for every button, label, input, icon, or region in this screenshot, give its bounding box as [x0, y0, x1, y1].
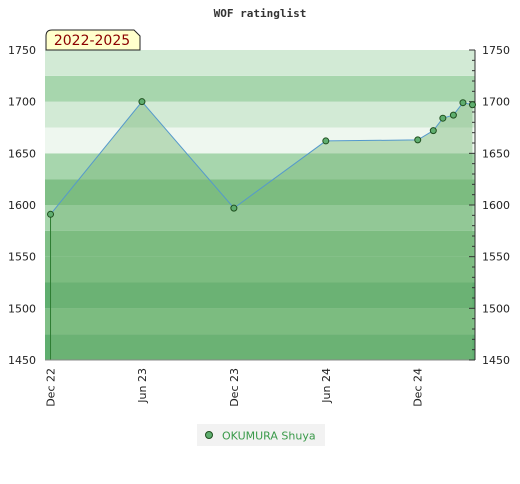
y-tick-label-left: 1450	[8, 354, 36, 367]
y-tick-label-left: 1500	[8, 302, 36, 315]
series-area	[50, 100, 473, 361]
legend: OKUMURA Shuya	[197, 424, 325, 446]
y-tick-label-right: 1600	[482, 199, 510, 212]
period-badge: 2022-2025	[45, 29, 141, 51]
y-tick-label-left: 1600	[8, 199, 36, 212]
data-point	[47, 210, 55, 218]
background-band	[45, 256, 475, 283]
data-point	[439, 114, 447, 122]
data-point	[322, 137, 330, 145]
data-point	[138, 98, 146, 106]
data-point	[230, 204, 238, 212]
y-tick-label-left: 1550	[8, 251, 36, 264]
x-tick-label: Jun 23	[136, 368, 149, 404]
background-band	[45, 205, 475, 231]
background-band	[45, 308, 475, 335]
series-area-fill	[50, 101, 473, 361]
period-badge-box	[45, 29, 141, 51]
data-point	[414, 136, 422, 144]
y-tick-label-right: 1450	[482, 354, 510, 367]
y-tick-label-left: 1650	[8, 147, 36, 160]
x-tick-label: Dec 22	[45, 368, 58, 407]
background-band	[45, 334, 475, 360]
background-band	[45, 50, 475, 76]
y-tick-label-left: 1750	[8, 44, 36, 57]
y-tick-label-right: 1550	[482, 251, 510, 264]
y-tick-label-right: 1750	[482, 44, 510, 57]
y-tick-label-right: 1700	[482, 96, 510, 109]
axes: 1450 1450 1500 1500 1550 1550 1600 1600 1650 1650…	[8, 44, 510, 407]
background-band	[45, 282, 475, 309]
data-point	[459, 99, 467, 107]
y-tick-label-left: 1700	[8, 96, 36, 109]
background-band	[45, 75, 475, 102]
series-points	[47, 98, 476, 218]
chart-title: WOF ratinglist	[214, 7, 307, 20]
background-band	[45, 179, 475, 205]
y-tick-label-right: 1650	[482, 147, 510, 160]
background-bands	[45, 50, 475, 360]
data-point	[429, 127, 437, 135]
series-line	[50, 100, 473, 215]
legend-box	[197, 424, 325, 446]
legend-label: OKUMURA Shuya	[222, 430, 316, 443]
background-band	[45, 153, 475, 180]
x-tick-label: Dec 24	[412, 368, 425, 407]
data-point	[449, 111, 457, 119]
legend-marker	[205, 431, 213, 439]
background-band	[45, 101, 475, 128]
data-point	[468, 101, 476, 109]
x-tick-label: Dec 23	[228, 368, 241, 407]
x-tick-label: Jun 24	[320, 368, 333, 404]
background-band	[45, 230, 475, 257]
y-tick-label-right: 1500	[482, 302, 510, 315]
period-label: 2022-2025	[54, 33, 130, 49]
